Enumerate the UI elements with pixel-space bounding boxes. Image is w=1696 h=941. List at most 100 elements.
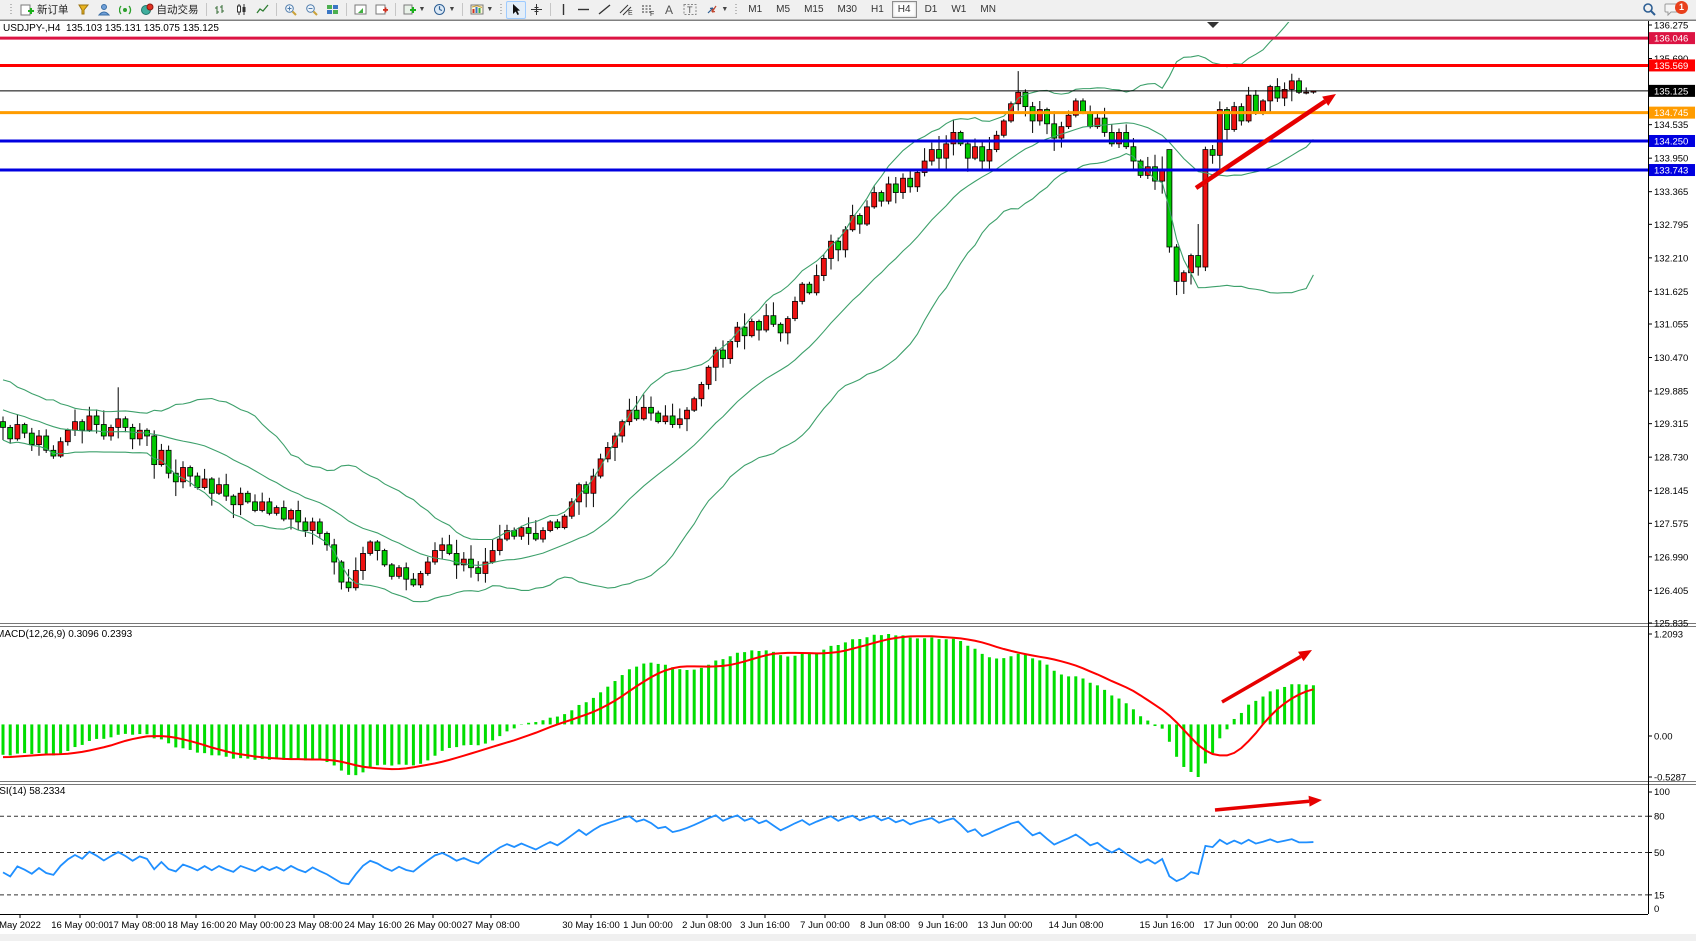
svg-text:134.535: 134.535 (1654, 120, 1688, 131)
bar-chart-mode-button[interactable] (210, 1, 231, 19)
text-label-tool-button[interactable]: T (679, 1, 701, 19)
new-order-button[interactable]: 新订单 (16, 1, 73, 19)
chart-window-button[interactable] (350, 1, 371, 19)
svg-text:100: 100 (1654, 787, 1670, 798)
text-tool-button[interactable]: A (659, 1, 679, 19)
text-icon: A (665, 3, 673, 16)
add-indicator-button[interactable]: ▼ (399, 1, 430, 19)
toolbar-grip[interactable] (499, 3, 505, 16)
svg-text:18 May 16:00: 18 May 16:00 (167, 920, 225, 931)
svg-text:A: A (665, 3, 673, 16)
timeframe-d1[interactable]: D1 (924, 4, 938, 15)
macd-panel (1, 634, 1315, 777)
timeframe-w1[interactable]: W1 (951, 4, 967, 15)
vertical-line-icon (563, 4, 565, 15)
zoom-in-button[interactable] (280, 1, 301, 19)
svg-text:14 Jun 08:00: 14 Jun 08:00 (1049, 920, 1104, 931)
chart-symbol-ohlc-label: USDJPY-,H4 135.103 135.131 135.075 135.1… (3, 23, 219, 34)
svg-text:133.365: 133.365 (1654, 187, 1688, 198)
svg-text:E: E (628, 10, 633, 16)
timeframe-m15[interactable]: M15 (804, 4, 824, 15)
svg-text:17 Jun 00:00: 17 Jun 00:00 (1204, 920, 1259, 931)
trendline-icon (598, 4, 611, 15)
svg-text:15 Jun 16:00: 15 Jun 16:00 (1140, 920, 1195, 931)
line-chart-icon (255, 4, 268, 14)
horizontal-line-icon (578, 8, 590, 11)
svg-text:131.055: 131.055 (1654, 320, 1688, 331)
svg-text:7 Jun 00:00: 7 Jun 00:00 (800, 920, 850, 931)
zoom-in-icon (284, 4, 297, 16)
svg-text:1 Jun 00:00: 1 Jun 00:00 (623, 920, 673, 931)
cursor-tool-button[interactable] (506, 0, 527, 19)
timeframe-m30[interactable]: M30 (837, 4, 857, 15)
svg-text:1.2093: 1.2093 (1654, 630, 1683, 641)
trendline-tool-button[interactable] (594, 1, 615, 19)
timeframe-h1[interactable]: H1 (870, 4, 884, 15)
svg-text:May 2022: May 2022 (0, 920, 41, 931)
svg-text:135.125: 135.125 (1654, 86, 1688, 97)
svg-text:130.470: 130.470 (1654, 353, 1688, 364)
svg-text:136.275: 136.275 (1654, 21, 1688, 32)
svg-text:126.990: 126.990 (1654, 552, 1688, 563)
fibonacci-tool-button[interactable]: F (637, 1, 659, 19)
rsi-indicator-label: RSI(14) 58.2334 (0, 786, 66, 797)
svg-text:135.569: 135.569 (1654, 61, 1688, 72)
svg-text:3 Jun 16:00: 3 Jun 16:00 (740, 920, 790, 931)
zoom-out-button[interactable] (301, 1, 322, 19)
candlestick-mode-button[interactable] (231, 1, 252, 19)
timeframe-h4[interactable]: H4 (891, 1, 917, 18)
svg-text:30 May 16:00: 30 May 16:00 (562, 920, 620, 931)
svg-text:134.250: 134.250 (1654, 136, 1688, 147)
new-chart-button[interactable] (371, 1, 392, 19)
svg-text:2 Jun 08:00: 2 Jun 08:00 (682, 920, 732, 931)
svg-text:0: 0 (1654, 904, 1659, 915)
vertical-line-tool-button[interactable] (554, 1, 573, 19)
svg-text:20 May 00:00: 20 May 00:00 (226, 920, 284, 931)
svg-text:F: F (650, 11, 654, 16)
svg-text:132.795: 132.795 (1654, 220, 1688, 231)
toolbar-grip[interactable] (9, 3, 14, 16)
tile-windows-icon (326, 5, 338, 14)
timeframe-m5[interactable]: M5 (776, 4, 791, 15)
arrows-tool-button[interactable]: ▼ (701, 1, 732, 19)
clipped-left-icon[interactable] (0, 1, 7, 19)
line-chart-mode-button[interactable] (252, 1, 273, 19)
templates-button[interactable]: ▼ (466, 1, 497, 19)
signal-icon (118, 5, 131, 15)
indicators-list-button[interactable] (73, 1, 94, 19)
svg-text:133.743: 133.743 (1654, 166, 1688, 177)
channel-tool-button[interactable]: E (615, 1, 637, 19)
clock-icon (434, 4, 446, 15)
new-chart-icon (375, 4, 388, 15)
timeframe-group: M1 M5 M15 M30 H1 H4 D1 W1 MN (741, 1, 1003, 18)
dropdown-caret: ▼ (448, 6, 456, 13)
svg-text:129.315: 129.315 (1654, 419, 1688, 430)
text-label-icon: T (683, 4, 697, 15)
notifications-button[interactable]: 1 (1660, 0, 1692, 18)
toolbar-grip[interactable] (734, 3, 740, 16)
market-watch-button[interactable] (94, 1, 115, 19)
svg-text:24 May 16:00: 24 May 16:00 (344, 920, 402, 931)
auto-trading-button[interactable]: 自动交易 (136, 1, 203, 19)
tile-windows-button[interactable] (322, 1, 343, 19)
periods-button[interactable]: ▼ (429, 1, 459, 19)
zoom-out-icon (305, 4, 318, 16)
search-icon (1643, 3, 1656, 16)
svg-text:129.885: 129.885 (1654, 387, 1688, 398)
svg-text:-0.5287: -0.5287 (1654, 773, 1686, 784)
crosshair-tool-button[interactable] (526, 1, 547, 19)
dropdown-caret: ▼ (721, 6, 729, 13)
timeframe-mn[interactable]: MN (980, 4, 996, 15)
macd-indicator-label: MACD(12,26,9) 0.3096 0.2393 (0, 629, 133, 640)
svg-text:128.145: 128.145 (1654, 486, 1688, 497)
signal-button[interactable] (115, 1, 136, 19)
equidistant-channel-icon: E (619, 4, 633, 16)
auto-trading-label: 自动交易 (156, 4, 199, 16)
horizontal-line-tool-button[interactable] (573, 1, 594, 19)
svg-text:132.210: 132.210 (1654, 253, 1688, 264)
svg-text:126.405: 126.405 (1654, 586, 1688, 597)
timeframe-m1[interactable]: M1 (748, 4, 763, 15)
search-button[interactable] (1638, 0, 1660, 18)
notification-badge: 1 (1675, 0, 1688, 14)
